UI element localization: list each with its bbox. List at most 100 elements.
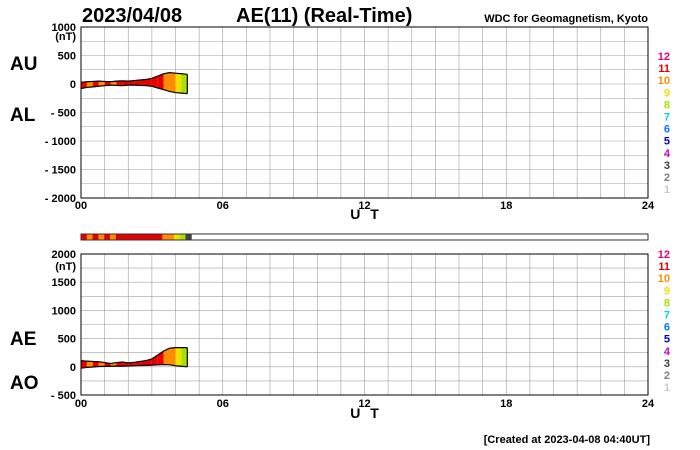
activity-segment bbox=[98, 234, 105, 240]
y-tick-label: 500 bbox=[58, 334, 76, 346]
area-segment bbox=[81, 360, 87, 369]
au-label: AU bbox=[10, 54, 37, 75]
area-segment bbox=[86, 81, 93, 88]
al-series-line bbox=[80, 84, 188, 95]
area-segment bbox=[181, 347, 188, 367]
legend-level-2: 2 bbox=[664, 370, 670, 382]
activity-segment bbox=[185, 234, 192, 240]
area-segment bbox=[151, 76, 158, 88]
area-segment bbox=[163, 348, 170, 365]
ae-ao-area bbox=[80, 347, 188, 369]
activity-segment bbox=[133, 234, 140, 240]
activity-segment bbox=[104, 234, 111, 240]
legend-level-9: 9 bbox=[664, 87, 670, 99]
activity-segment bbox=[144, 234, 152, 240]
activity-segment bbox=[121, 234, 128, 240]
y-tick-label: - 500 bbox=[51, 108, 76, 120]
ao-series-line bbox=[80, 363, 188, 369]
area-segment bbox=[157, 73, 164, 90]
legend-level-5: 5 bbox=[664, 334, 670, 346]
legend-level-11: 11 bbox=[658, 261, 670, 273]
created-timestamp: [Created at 2023-04-08 04:40UT] bbox=[484, 434, 651, 446]
ae-ao-frame bbox=[80, 253, 649, 396]
legend-level-11: 11 bbox=[658, 63, 670, 75]
area-segment bbox=[92, 81, 99, 87]
activity-segment bbox=[156, 234, 163, 240]
legend-level-5: 5 bbox=[664, 136, 670, 148]
x-tick-label: 06 bbox=[217, 200, 229, 212]
activity-segment bbox=[127, 234, 134, 240]
legend-level-10: 10 bbox=[658, 75, 670, 87]
area-segment bbox=[86, 361, 93, 368]
legend-level-1: 1 bbox=[664, 184, 670, 196]
chart-title: AE(11) (Real-Time) bbox=[236, 5, 412, 27]
y-tick-label: 500 bbox=[58, 51, 76, 63]
area-segment bbox=[104, 81, 111, 86]
y-tick-label: 0 bbox=[70, 79, 76, 91]
legend-level-12: 12 bbox=[658, 51, 670, 63]
ae-series-line bbox=[80, 347, 188, 365]
area-segment bbox=[163, 72, 170, 92]
organization-label: WDC for Geomagnetism, Kyoto bbox=[484, 13, 648, 25]
ae-ao-grid bbox=[81, 254, 648, 395]
area-segment bbox=[116, 80, 123, 86]
legend-level-1: 1 bbox=[664, 382, 670, 394]
y-tick-label: 1500 bbox=[52, 277, 76, 289]
ao-label: AO bbox=[10, 373, 39, 394]
ae-ao-unit: (nT) bbox=[55, 261, 76, 273]
activity-segment bbox=[162, 234, 169, 240]
x-tick-label: 00 bbox=[75, 398, 87, 410]
legend-level-2: 2 bbox=[664, 172, 670, 184]
area-segment bbox=[122, 80, 129, 86]
area-segment bbox=[116, 362, 123, 367]
y-tick-label: 2000 bbox=[52, 249, 76, 261]
y-tick-label: - 1000 bbox=[45, 136, 76, 148]
x-tick-label: 12 bbox=[358, 200, 370, 212]
legend-level-3: 3 bbox=[664, 160, 670, 172]
activity-segment bbox=[173, 234, 181, 240]
legend-level-7: 7 bbox=[664, 112, 670, 124]
x-tick-label: 06 bbox=[217, 398, 229, 410]
y-tick-label: - 2000 bbox=[45, 193, 76, 205]
legend-level-6: 6 bbox=[664, 322, 670, 334]
legend-level-10: 10 bbox=[658, 273, 670, 285]
area-segment bbox=[145, 78, 152, 87]
legend-level-8: 8 bbox=[664, 99, 670, 111]
x-tick-label: 00 bbox=[75, 200, 87, 212]
y-tick-label: - 500 bbox=[51, 390, 76, 402]
legend-level-9: 9 bbox=[664, 285, 670, 297]
au-al-frame bbox=[80, 26, 649, 199]
x-tick-label: 24 bbox=[642, 200, 655, 212]
activity-segment bbox=[110, 234, 117, 240]
legend-level-4: 4 bbox=[664, 346, 671, 358]
activity-segment bbox=[139, 234, 146, 240]
au-al-unit: (nT) bbox=[55, 31, 76, 43]
area-segment bbox=[175, 73, 182, 94]
x-tick-label: 18 bbox=[500, 200, 512, 212]
activity-segment bbox=[92, 234, 99, 240]
area-segment bbox=[134, 80, 141, 86]
legend-level-7: 7 bbox=[664, 310, 670, 322]
activity-segment bbox=[115, 234, 123, 240]
x-tick-label: 12 bbox=[358, 398, 370, 410]
area-segment bbox=[110, 81, 117, 86]
activity-segment bbox=[150, 234, 157, 240]
area-segment bbox=[140, 360, 146, 366]
activity-segment bbox=[168, 234, 175, 240]
legend-level-4: 4 bbox=[664, 148, 671, 160]
ae-label: AE bbox=[10, 329, 36, 350]
legend-level-6: 6 bbox=[664, 124, 670, 136]
au-al-area bbox=[80, 71, 188, 95]
legend-level-12: 12 bbox=[658, 249, 670, 261]
area-segment bbox=[169, 347, 176, 366]
area-segment bbox=[175, 347, 182, 367]
ae-ao-xlabel: U T bbox=[350, 405, 382, 421]
legend-level-8: 8 bbox=[664, 297, 670, 309]
